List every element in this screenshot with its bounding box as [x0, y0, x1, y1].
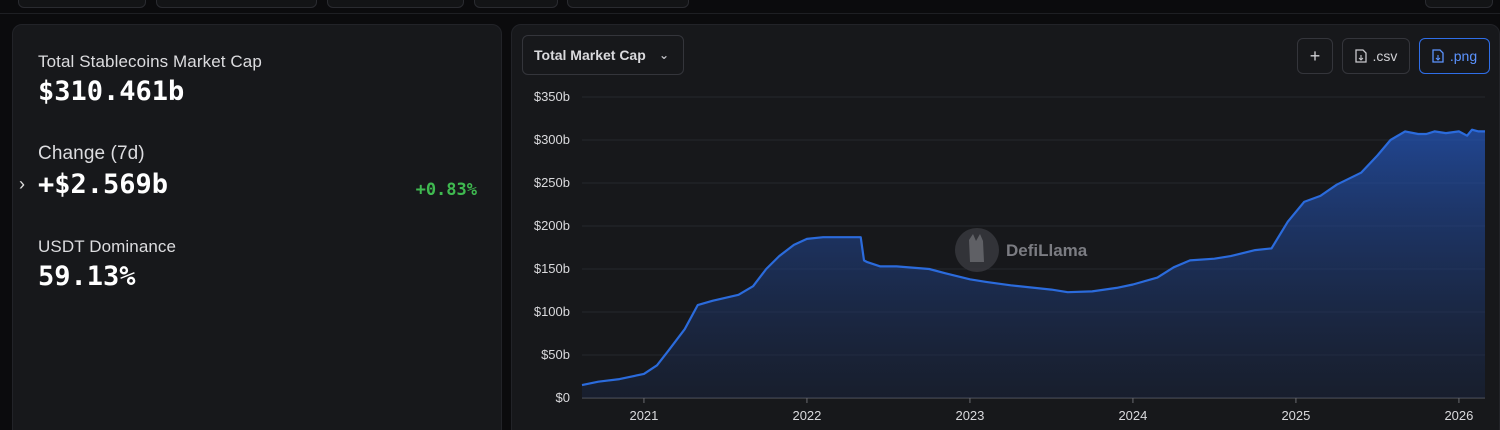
file-icon: [1354, 49, 1367, 63]
top-divider: [0, 13, 1500, 14]
usdt-dominance-stat: USDT Dominance 59.13%: [38, 237, 176, 292]
top-filter-button[interactable]: [567, 0, 689, 8]
x-tick-label: 2023: [955, 408, 984, 423]
y-tick-label: $250b: [534, 175, 570, 190]
x-tick-label: 2025: [1281, 408, 1310, 423]
top-filter-button[interactable]: [156, 0, 317, 8]
series-area: [582, 129, 1485, 398]
download-png-button[interactable]: .png: [1419, 38, 1490, 74]
metric-select-label: Total Market Cap: [534, 47, 646, 63]
top-filter-button[interactable]: [474, 0, 558, 8]
x-tick-label: 2026: [1444, 408, 1473, 423]
y-tick-label: $0: [556, 390, 570, 405]
top-filter-button[interactable]: [1425, 0, 1493, 8]
change-7d-value: +$2.569b: [38, 169, 169, 200]
change-7d-stat[interactable]: Change (7d) +$2.569b: [38, 143, 168, 200]
chart-panel: DefiLlama $0 $50b $100b $150b $200b $250b $300…: [511, 24, 1500, 430]
defillama-watermark: DefiLlama: [955, 228, 1088, 272]
market-cap-chart: DefiLlama $0 $50b $100b $150b $200b $250b $300…: [534, 89, 1485, 423]
chevron-down-icon: ⌄: [658, 48, 669, 62]
total-market-cap-label: Total Stablecoins Market Cap: [38, 52, 262, 71]
metric-select[interactable]: Total Market Cap ⌄: [522, 35, 684, 75]
change-7d-percent: +0.83%: [415, 180, 477, 200]
y-tick-label: $50b: [541, 347, 570, 362]
x-tick-label: 2021: [629, 408, 658, 423]
total-market-cap-value: $310.461b: [38, 76, 185, 107]
watermark-text: DefiLlama: [1006, 241, 1088, 260]
top-filter-strip: [0, 0, 1500, 14]
series-line: [581, 128, 1485, 387]
y-tick-label: $300b: [534, 132, 570, 147]
file-icon: [1432, 49, 1444, 63]
stats-panel: Total Stablecoins Market Cap $310.461b ›…: [12, 24, 502, 430]
png-label: .png: [1449, 48, 1478, 64]
csv-label: .csv: [1372, 48, 1398, 64]
change-7d-label: Change (7d): [38, 143, 145, 164]
expand-chevron-icon[interactable]: ›: [19, 174, 25, 194]
top-filter-button[interactable]: [18, 0, 146, 8]
plus-icon: +: [1309, 45, 1321, 66]
total-market-cap-stat: Total Stablecoins Market Cap $310.461b: [38, 52, 262, 107]
y-tick-label: $150b: [534, 261, 570, 276]
y-tick-label: $100b: [534, 304, 570, 319]
x-tick-label: 2024: [1118, 408, 1147, 423]
usdt-dominance-label: USDT Dominance: [38, 237, 177, 256]
top-filter-button[interactable]: [327, 0, 464, 8]
download-csv-button[interactable]: .csv: [1342, 38, 1410, 74]
y-tick-label: $350b: [534, 89, 570, 104]
add-button[interactable]: +: [1297, 38, 1333, 74]
usdt-dominance-value: 59.13%: [38, 261, 136, 292]
y-tick-label: $200b: [534, 218, 570, 233]
x-tick-label: 2022: [792, 408, 821, 423]
